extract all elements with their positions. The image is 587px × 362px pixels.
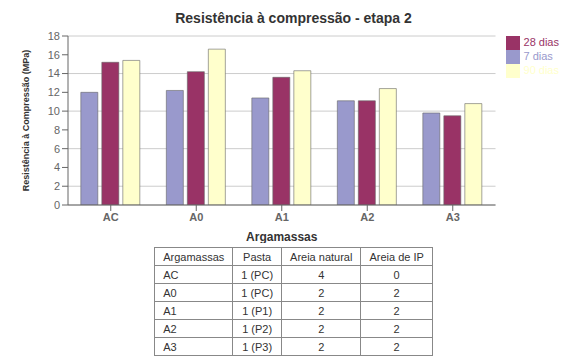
html-text:1 (PC): 1 (PC) — [241, 286, 274, 299]
html-text:2: 2 — [318, 286, 325, 299]
svg-text:2: 2 — [54, 180, 60, 192]
html-text:0: 0 — [393, 268, 400, 281]
html-text:2: 2 — [318, 304, 325, 317]
svg-text:18: 18 — [48, 30, 60, 42]
html-text:2: 2 — [318, 322, 325, 335]
svg-text:A0: A0 — [189, 211, 203, 223]
html-text:2: 2 — [393, 304, 400, 317]
html-text:A0: A0 — [163, 286, 177, 299]
svg-text:12: 12 — [48, 86, 60, 98]
html-text:Pasta: Pasta — [243, 250, 272, 263]
svg-text:10: 10 — [48, 105, 60, 117]
html-text:28 dias: 28 dias — [523, 36, 559, 48]
html-text:7 dias: 7 dias — [523, 50, 553, 63]
html-text:AC: AC — [163, 268, 179, 281]
html-text:1 (P2): 1 (P2) — [242, 322, 273, 335]
svg-text:8: 8 — [54, 124, 60, 136]
html-text:4: 4 — [318, 268, 325, 281]
html-text:1 (PC): 1 (PC) — [241, 268, 274, 281]
svg-text:Argamassas: Argamassas — [246, 230, 318, 243]
html-text:A1: A1 — [163, 304, 177, 317]
html-text:90 dias: 90 dias — [523, 64, 559, 77]
svg-text:A2: A2 — [360, 211, 374, 223]
html-text:A2: A2 — [163, 322, 177, 335]
svg-text:AC: AC — [103, 211, 119, 223]
html-text:1 (P1): 1 (P1) — [242, 304, 273, 317]
svg-text:16: 16 — [48, 49, 60, 61]
html-text:2: 2 — [393, 340, 400, 353]
html-text:1 (P3): 1 (P3) — [242, 340, 273, 353]
html-text:2: 2 — [318, 340, 325, 353]
svg-text:A3: A3 — [446, 211, 460, 223]
html-text:2: 2 — [393, 286, 400, 299]
svg-text:6: 6 — [54, 143, 60, 155]
html-text:Areia de IP: Areia de IP — [369, 250, 424, 263]
svg-text:14: 14 — [48, 67, 60, 79]
svg-text:A1: A1 — [275, 211, 289, 223]
html-text:Argamassas: Argamassas — [163, 250, 225, 263]
svg-text:4: 4 — [54, 161, 60, 173]
html-text:2: 2 — [393, 322, 400, 335]
html-text:A3: A3 — [163, 340, 177, 353]
svg-text:Resistência à Compressão (MPa): Resistência à Compressão (MPa) — [21, 50, 31, 192]
svg-text:0: 0 — [54, 199, 60, 211]
html-text:Areia natural: Areia natural — [290, 250, 353, 263]
html-text:Resistência à compressão - eta: Resistência à compressão - etapa 2 — [175, 10, 412, 26]
